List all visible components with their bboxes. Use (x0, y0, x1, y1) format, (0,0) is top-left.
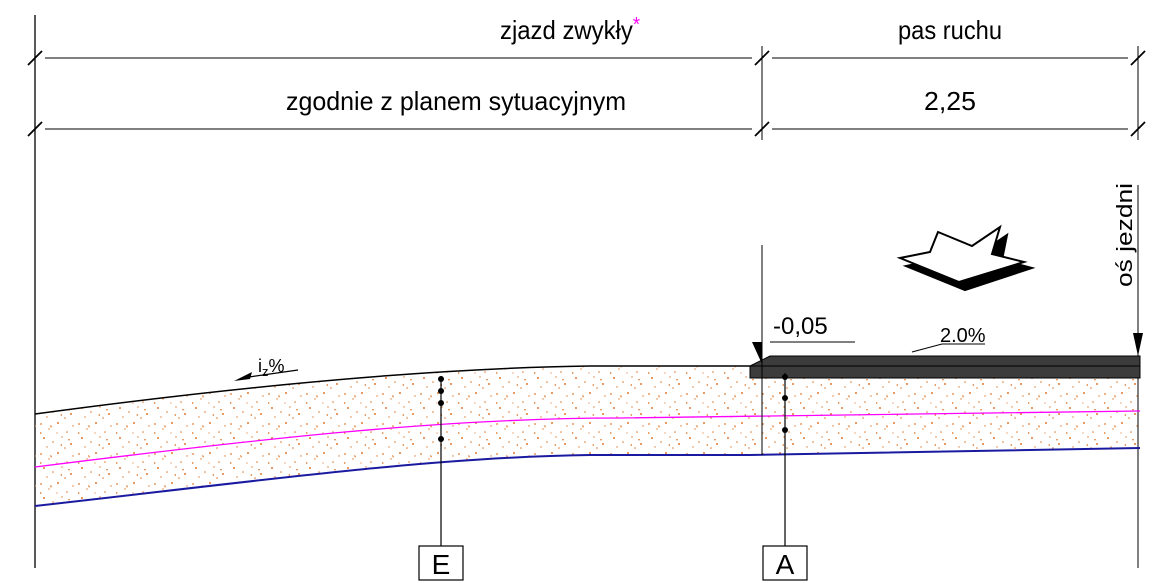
marker-e-label: E (432, 549, 451, 580)
road-axis-label: oś jezdni (1112, 183, 1137, 287)
header-row2-left-label: zgodnie z planem sytuacyjnym (286, 86, 626, 116)
slope-label: 2.0% (940, 325, 986, 347)
header-row2-right-label: 2,25 (924, 86, 976, 116)
elevation-marker (752, 245, 855, 455)
marker-a-line (762, 373, 808, 581)
asterisk-marker: * (633, 14, 640, 36)
slope-arrow (234, 369, 299, 381)
header-row1-right-label: pas ruchu (898, 15, 1002, 45)
cross-section-layers (34, 355, 1141, 507)
slope-leader (911, 343, 985, 353)
marker-a-label: A (776, 549, 795, 580)
down-arrow-icon (896, 224, 1036, 292)
marker-e-line (418, 376, 464, 581)
header-row1-left-label: zjazd zwykły* (500, 14, 640, 45)
slope-symbol: iz% (258, 356, 285, 379)
elevation-label: -0,05 (773, 313, 828, 340)
